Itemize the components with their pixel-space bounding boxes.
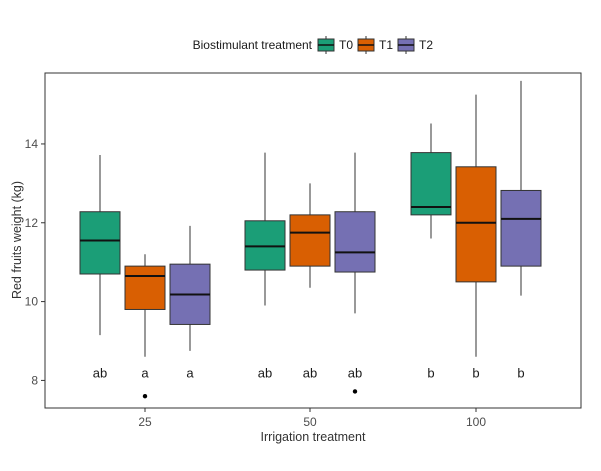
boxplot-T2-100 — [500, 80, 542, 296]
significance-letter: ab — [258, 366, 272, 381]
legend-item-T2: T2 — [397, 36, 433, 54]
boxplot-T2-25 — [169, 225, 211, 351]
significance-letter: ab — [348, 366, 362, 381]
significance-letters: ab ab b a ab b a ab b — [93, 366, 525, 381]
boxplot-T0-25 — [79, 154, 121, 336]
legend-label: T0 — [339, 38, 353, 52]
box-iqr — [124, 265, 166, 310]
box-iqr — [289, 214, 331, 267]
significance-letter: a — [186, 366, 194, 381]
box-iqr — [500, 189, 542, 267]
legend-title: Biostimulant treatment — [193, 38, 313, 52]
significance-letter: ab — [303, 366, 317, 381]
boxplot-T2-50 — [334, 152, 376, 394]
y-tick-label: 8 — [31, 373, 38, 387]
legend-label: T2 — [419, 38, 433, 52]
y-axis: 8 10 12 14 — [25, 137, 45, 387]
box-iqr — [455, 166, 497, 283]
x-tick-label: 100 — [466, 415, 486, 429]
legend-item-T0: T0 — [317, 36, 353, 54]
box-iqr — [334, 211, 376, 273]
boxplot-T1-100 — [455, 94, 497, 357]
plot-panel-border — [44, 72, 582, 409]
legend: Biostimulant treatment T0 T1 T2 — [193, 36, 433, 54]
boxplots — [79, 80, 542, 399]
y-axis-title: Red fruits weight (kg) — [10, 181, 24, 299]
outlier-point — [142, 393, 148, 399]
legend-item-T1: T1 — [357, 36, 393, 54]
box-iqr — [410, 152, 452, 216]
x-tick-label: 25 — [138, 415, 152, 429]
significance-letter: ab — [93, 366, 107, 381]
significance-letter: b — [427, 366, 434, 381]
boxplot-T1-50 — [289, 183, 331, 288]
x-axis: 25 50 100 — [138, 408, 486, 429]
significance-letter: b — [472, 366, 479, 381]
significance-letter: a — [141, 366, 149, 381]
y-tick-label: 14 — [25, 137, 39, 151]
significance-letter: b — [517, 366, 524, 381]
y-tick-label: 12 — [25, 216, 39, 230]
boxplot-T0-100 — [410, 123, 452, 239]
outlier-point — [352, 389, 358, 394]
x-tick-label: 50 — [303, 415, 317, 429]
boxplot-T1-25 — [124, 254, 166, 399]
x-axis-title: Irrigation treatment — [261, 430, 366, 444]
boxplot-T0-50 — [244, 152, 286, 306]
legend-items: T0 T1 T2 — [317, 36, 433, 54]
legend-label: T1 — [379, 38, 393, 52]
y-tick-label: 10 — [25, 295, 39, 309]
box-iqr — [79, 211, 121, 275]
